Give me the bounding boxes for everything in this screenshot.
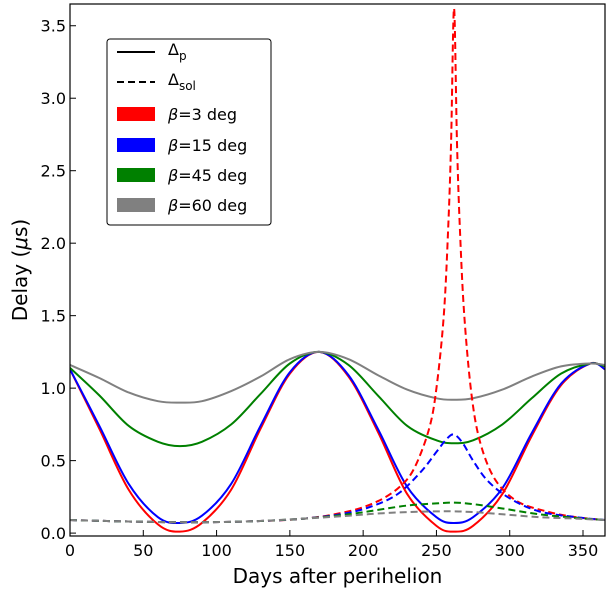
- legend: Δp Δsol β=3 deg β=15 deg β=45 deg β=60 d…: [106, 38, 272, 226]
- y-axis-label-mu: μ: [8, 237, 32, 251]
- legend-delta-sol-symbol: Δ: [168, 70, 179, 89]
- plot-frame: [69, 3, 606, 537]
- y-axis-ticks: 0.0 0.5 1.0 1.5 2.0 2.5 3.0 3.5: [41, 17, 76, 543]
- legend-delta-sol-sub: sol: [179, 79, 196, 93]
- legend-delta-p-symbol: Δ: [168, 40, 179, 59]
- series-line-delta-p-beta-60: [70, 350, 605, 404]
- legend-beta-15-text: =15 deg: [178, 136, 247, 155]
- legend-beta-60-text: =60 deg: [178, 196, 247, 215]
- y-tick-label: 0.0: [41, 524, 66, 543]
- legend-swatch-beta-3: [117, 107, 155, 121]
- y-tick-label: 3.5: [41, 17, 66, 36]
- series-line-delta-sol-beta-15: [70, 433, 605, 524]
- y-tick-label: 2.5: [41, 162, 66, 181]
- legend-beta-3-symbol: β: [167, 105, 178, 124]
- x-tick-label: 200: [348, 541, 379, 560]
- legend-swatch-beta-15: [117, 138, 155, 152]
- series-line-delta-p-beta-45: [70, 350, 605, 448]
- x-tick-label: 150: [275, 541, 306, 560]
- y-tick-label: 3.0: [41, 89, 66, 108]
- y-tick-label: 2.0: [41, 234, 66, 253]
- y-axis-label-part-2: s): [8, 219, 32, 237]
- y-axis-label-part-1: Delay (: [8, 250, 32, 322]
- legend-delta-p-sub: p: [179, 49, 187, 63]
- legend-label-beta-3: β=3 deg: [167, 105, 237, 124]
- x-axis-label: Days after perihelion: [233, 564, 443, 588]
- legend-beta-45-symbol: β: [167, 166, 178, 185]
- series-layer: [70, 7, 605, 533]
- legend-beta-3-text: =3 deg: [178, 105, 237, 124]
- legend-label-beta-15: β=15 deg: [167, 136, 247, 155]
- legend-beta-45-text: =45 deg: [178, 166, 247, 185]
- legend-swatch-beta-45: [117, 168, 155, 182]
- legend-label-delta-p: Δp: [168, 40, 187, 63]
- legend-swatch-beta-60: [117, 198, 155, 212]
- y-axis-label: Delay (μs): [8, 219, 32, 321]
- legend-beta-60-symbol: β: [167, 196, 178, 215]
- x-tick-label: 350: [568, 541, 599, 560]
- x-tick-label: 50: [133, 541, 153, 560]
- y-tick-label: 1.5: [41, 307, 66, 326]
- y-tick-label: 1.0: [41, 379, 66, 398]
- legend-label-beta-60: β=60 deg: [167, 196, 247, 215]
- x-tick-label: 300: [494, 541, 525, 560]
- x-tick-label: 250: [421, 541, 452, 560]
- series-line-delta-sol-beta-60: [70, 510, 605, 524]
- series-line-delta-p-beta-15: [70, 350, 605, 525]
- y-tick-label: 0.5: [41, 452, 66, 471]
- x-tick-label: 0: [65, 541, 75, 560]
- x-axis-ticks: 0 50 100 150 200 250 300 350: [65, 530, 598, 560]
- x-tick-label: 100: [201, 541, 232, 560]
- legend-label-beta-45: β=45 deg: [167, 166, 247, 185]
- legend-beta-15-symbol: β: [167, 136, 178, 155]
- legend-label-delta-sol: Δsol: [168, 70, 196, 93]
